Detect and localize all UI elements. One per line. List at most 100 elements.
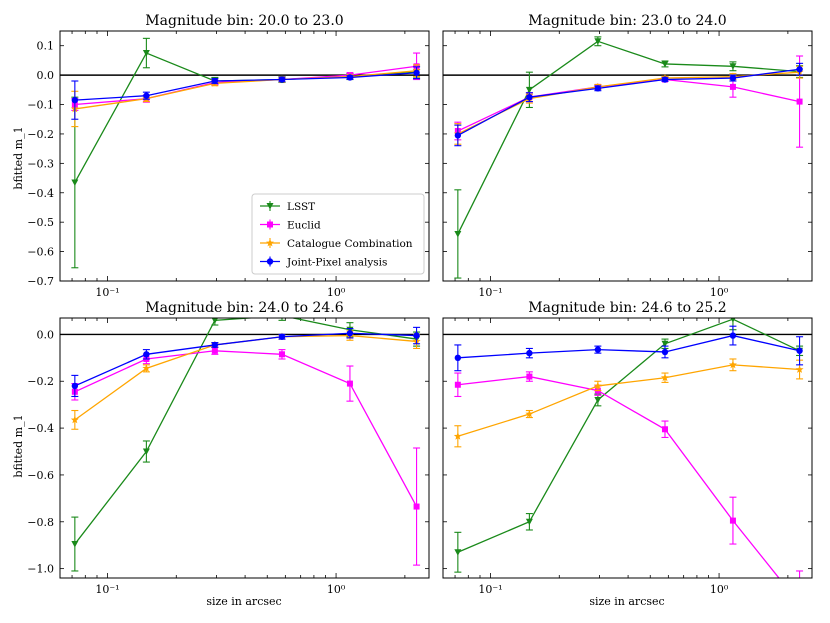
data-point bbox=[729, 332, 737, 339]
series-line bbox=[457, 40, 800, 235]
series-joint-pixel-analysis bbox=[454, 325, 804, 372]
xlabel-right: size in arcsec bbox=[589, 595, 664, 608]
panel-2: Magnitude bin: 23.0 to 24.0 10⁻¹ 10⁰ bbox=[442, 13, 813, 299]
series-group bbox=[453, 318, 804, 578]
legend-marker bbox=[266, 203, 274, 210]
series-group bbox=[453, 36, 804, 279]
data-point bbox=[278, 351, 285, 358]
data-point bbox=[413, 332, 420, 339]
data-point bbox=[71, 179, 79, 186]
data-point bbox=[454, 549, 462, 556]
panel-title: Magnitude bin: 24.0 to 24.6 bbox=[145, 300, 343, 316]
axes-frame bbox=[59, 317, 430, 579]
legend-label: Catalogue Combination bbox=[287, 238, 413, 250]
data-point bbox=[454, 230, 462, 238]
y-tick-label: −1.0 bbox=[27, 563, 54, 576]
y-tick-label: −0.4 bbox=[27, 187, 54, 200]
series-line bbox=[74, 72, 417, 101]
data-point bbox=[796, 66, 803, 73]
y-tick-label: −0.1 bbox=[27, 99, 54, 112]
legend-marker bbox=[266, 238, 274, 247]
xlabel-left: size in arcsec bbox=[206, 595, 281, 608]
data-point bbox=[413, 503, 420, 510]
series-line bbox=[457, 78, 800, 132]
data-point bbox=[526, 93, 533, 101]
data-point bbox=[453, 432, 462, 440]
series-euclid bbox=[71, 346, 421, 566]
legend-item-euclid: Euclid bbox=[260, 219, 321, 232]
y-tick-label: −0.6 bbox=[27, 469, 54, 482]
y-tick-label: 0.0 bbox=[37, 69, 55, 82]
data-point bbox=[796, 347, 803, 354]
data-point bbox=[211, 341, 219, 349]
data-point bbox=[346, 74, 354, 81]
data-point bbox=[525, 409, 534, 418]
data-point bbox=[728, 360, 737, 369]
data-point bbox=[526, 373, 533, 380]
data-point bbox=[729, 83, 736, 90]
data-point bbox=[594, 85, 602, 92]
data-point bbox=[526, 349, 533, 357]
y-tick-label: −0.3 bbox=[27, 157, 54, 170]
data-point bbox=[525, 86, 533, 94]
data-point bbox=[413, 69, 420, 76]
data-point bbox=[525, 518, 533, 526]
data-point bbox=[346, 330, 354, 337]
legend-label: LSST bbox=[287, 201, 315, 213]
panel-1: Magnitude bin: 20.0 to 23.0 0.1 0.0 −0.1 −0.… bbox=[27, 13, 430, 299]
series-joint-pixel-analysis bbox=[454, 62, 804, 147]
series-line bbox=[74, 70, 417, 110]
series-line bbox=[457, 334, 800, 359]
x-tick-label: 10⁻¹ bbox=[478, 286, 502, 299]
data-point bbox=[142, 50, 150, 57]
series-line bbox=[457, 71, 800, 135]
data-point bbox=[346, 380, 353, 387]
series-line bbox=[74, 65, 417, 106]
legend-box bbox=[251, 193, 425, 275]
series-euclid bbox=[454, 371, 804, 578]
data-point bbox=[211, 77, 219, 85]
y-tick-label: −0.2 bbox=[27, 375, 54, 388]
x-tick-label: 10⁰ bbox=[327, 286, 346, 299]
axes-frame bbox=[442, 317, 813, 579]
data-point bbox=[71, 541, 79, 548]
y-tick-label: −0.5 bbox=[27, 216, 54, 229]
x-tick-label: 10⁰ bbox=[327, 583, 346, 596]
series-group bbox=[70, 37, 421, 269]
data-point bbox=[594, 346, 602, 353]
data-point bbox=[454, 132, 462, 139]
series-line bbox=[74, 332, 417, 387]
legend-marker bbox=[266, 258, 274, 265]
data-point bbox=[70, 415, 79, 424]
data-point bbox=[593, 381, 602, 390]
y-tick-label: 0.0 bbox=[37, 328, 55, 341]
data-point bbox=[143, 351, 150, 358]
axes-frame bbox=[442, 30, 813, 282]
panel-3: Magnitude bin: 24.0 to 24.6 0.0 −0.2 −0.4 −0… bbox=[27, 300, 430, 596]
legend-label: Joint-Pixel analysis bbox=[286, 257, 387, 269]
data-point bbox=[661, 340, 669, 348]
series-lsst bbox=[454, 318, 804, 573]
data-point bbox=[594, 396, 602, 404]
series-catalogue-combination bbox=[453, 65, 804, 145]
ylabel-top: bfitted m_1 bbox=[12, 126, 25, 189]
panel-title: Magnitude bin: 24.6 to 25.2 bbox=[528, 300, 726, 316]
data-point bbox=[143, 92, 150, 99]
panel-4: Magnitude bin: 24.6 to 25.2 10⁻¹ 10⁰ bbox=[442, 300, 813, 596]
series-line bbox=[74, 350, 418, 507]
y-tick-label: 0.1 bbox=[37, 40, 55, 53]
series-line bbox=[457, 68, 800, 136]
y-tick-label: −0.7 bbox=[27, 275, 54, 288]
axes-frame bbox=[59, 30, 430, 282]
series-line bbox=[457, 364, 800, 437]
data-point bbox=[795, 365, 804, 373]
legend: LSST Euclid Catalogue Combination Joint-Pix… bbox=[251, 193, 425, 275]
ylabel-bottom: bfitted m_1 bbox=[12, 414, 25, 477]
series-joint-pixel-analysis bbox=[71, 326, 421, 398]
y-tick-label: −0.2 bbox=[27, 128, 54, 141]
series-joint-pixel-analysis bbox=[71, 66, 421, 120]
series-group bbox=[70, 318, 421, 572]
data-point bbox=[661, 426, 668, 433]
series-euclid bbox=[454, 55, 804, 148]
